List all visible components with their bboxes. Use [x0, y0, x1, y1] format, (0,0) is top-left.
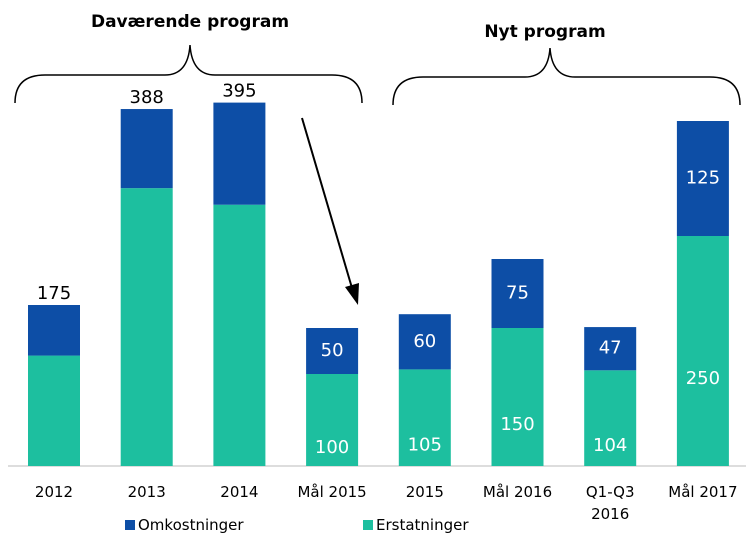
- x-tick-label: Mål 2017: [668, 483, 738, 501]
- x-tick-label: 2013: [127, 483, 166, 501]
- data-label: 125: [686, 168, 720, 189]
- data-label: 60: [413, 331, 436, 352]
- x-tick-label: Mål 2015: [297, 483, 367, 501]
- x-tick-label: 2012: [34, 483, 74, 501]
- x-tick-label: 2015: [405, 483, 444, 501]
- bar-segment: [491, 328, 544, 466]
- brace: [14, 44, 363, 104]
- data-label: 47: [599, 338, 622, 359]
- arrow: [301, 117, 353, 289]
- bar-segment: [28, 355, 80, 466]
- data-label: 104: [593, 435, 627, 456]
- bar-segment: [120, 109, 173, 189]
- bar-segment: [28, 305, 80, 356]
- legend-entry: Erstatninger: [363, 516, 469, 534]
- bar-segment: [398, 314, 451, 370]
- data-label: 105: [408, 435, 442, 456]
- data-label: 150: [500, 414, 534, 435]
- total-label: 395: [222, 81, 256, 102]
- legend-swatch: [363, 520, 373, 530]
- legend-label: Omkostninger: [138, 516, 244, 534]
- x-tick-label: 2014: [220, 483, 259, 501]
- legend-label: Erstatninger: [376, 516, 469, 534]
- bar-segment: [120, 188, 173, 466]
- group-label: Daværende program: [91, 12, 289, 32]
- bar-segment: [584, 370, 637, 466]
- x-tick-label: Mål 2016: [482, 483, 553, 501]
- data-label: 250: [686, 368, 720, 389]
- bar-segment: [398, 369, 451, 466]
- data-label: 75: [506, 283, 529, 304]
- bar-segment: [584, 327, 637, 371]
- bar-segment: [306, 328, 359, 374]
- bar-segment: [213, 102, 266, 205]
- total-label: 388: [130, 87, 164, 108]
- bar-segment: [213, 204, 266, 466]
- bar-segment: [676, 121, 729, 236]
- arrow-head: [345, 283, 359, 305]
- bar-segment: [306, 374, 359, 466]
- data-label: 100: [315, 437, 349, 458]
- data-label: 50: [321, 340, 344, 361]
- bar-segment: [491, 259, 544, 328]
- brace: [392, 47, 741, 106]
- legend-entry: Omkostninger: [125, 516, 244, 534]
- legend-swatch: [125, 520, 135, 530]
- x-tick-label: Q1-Q3 2016: [585, 483, 635, 523]
- total-label: 175: [37, 283, 71, 304]
- bar-segment: [676, 236, 729, 466]
- group-label: Nyt program: [484, 22, 605, 42]
